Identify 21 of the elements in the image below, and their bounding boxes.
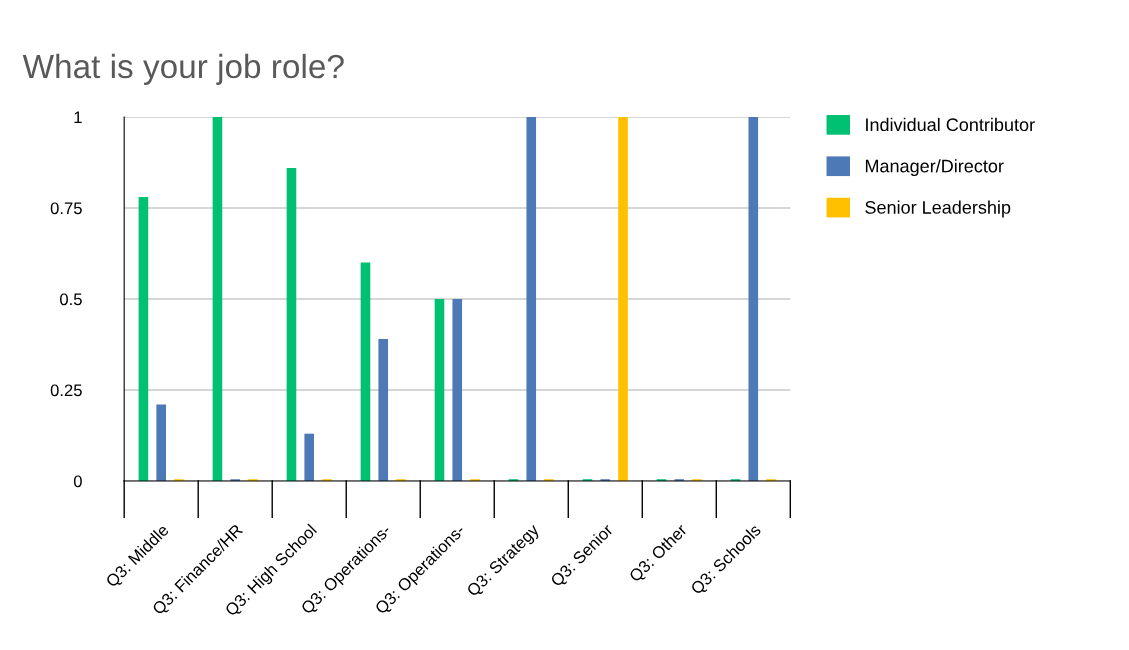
bar: [748, 117, 759, 481]
bar: [304, 433, 315, 481]
bar: [286, 167, 297, 481]
bar: [156, 404, 167, 481]
y-tick-label: 0.5: [60, 293, 82, 306]
legend-label: Manager/Director: [865, 159, 1004, 177]
bar: [378, 339, 389, 481]
y-tick-label: 0.25: [50, 384, 82, 397]
bar: [360, 262, 371, 481]
bar: [212, 117, 223, 481]
bar: [434, 299, 445, 481]
y-tick-label: 1: [74, 111, 82, 124]
bar: [618, 117, 628, 481]
bar: [526, 117, 537, 481]
legend-label: Individual Contributor: [866, 117, 1035, 132]
bar: [138, 197, 149, 481]
legend-label: Senior Leadership: [865, 200, 1011, 218]
y-tick-label: 0.75: [50, 202, 82, 215]
y-tick-label: 0: [73, 475, 82, 488]
chart-title: What is your job role?: [22, 53, 344, 85]
bar: [452, 299, 463, 481]
